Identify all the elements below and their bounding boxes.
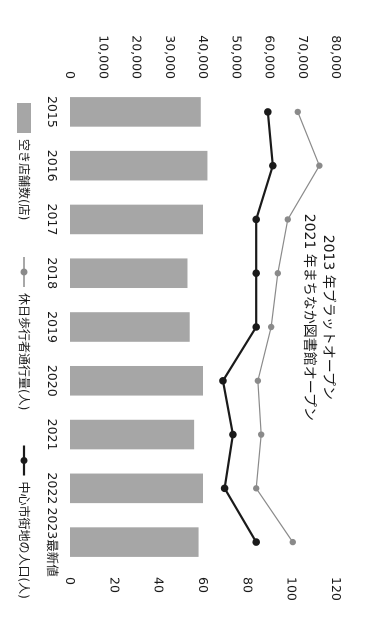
bar-2017 [70,204,203,235]
left-axis-tick: 70,000 [296,35,311,79]
point-series-1-2018 [274,270,282,277]
point-series-2-2023最新値 [252,538,260,546]
bar-2016 [70,150,208,181]
right-axis-tick: 80 [240,577,255,593]
point-series-2-2018 [252,269,260,278]
left-axis-tick: 50,000 [229,35,244,79]
point-series-1-2023最新値 [289,538,296,546]
annotation-2: 2021 年まちなか図書館オープン [301,214,318,421]
point-series-1-2015 [294,108,301,116]
x-tick-label: 2019 [45,311,60,343]
left-axis-tick: 80,000 [329,35,344,79]
x-tick-label: 2018 [45,257,60,289]
point-series-1-2016 [316,162,323,169]
x-tick-label: 2022 [45,472,60,504]
right-axis-tick: 20 [107,577,122,593]
legend-swatch-marker [20,268,28,276]
x-tick-label: 2016 [45,150,60,182]
left-axis-tick: 20,000 [130,35,145,79]
point-series-2-2017 [252,215,260,224]
right-axis-tick: 40 [152,577,167,593]
right-axis-tick: 0 [63,577,78,585]
right-axis-tick: 60 [196,577,211,593]
right-axis-tick: 120 [329,577,344,601]
point-series-1-2019 [267,323,275,331]
left-axis-tick: 0 [63,71,78,79]
line-series-2 [221,111,274,543]
point-series-2-2015 [264,108,272,116]
right-axis-tick: 100 [285,577,300,601]
point-series-1-2017 [284,216,291,223]
point-series-1-2020 [254,377,262,384]
point-series-2-2021 [229,430,237,439]
legend-swatch-marker [20,457,28,464]
point-series-1-2022 [252,485,260,492]
bar-2019 [70,312,190,342]
bar-2015 [70,97,201,127]
bar-2023最新値 [70,527,199,557]
legend-label-2: 休日歩行者通行量(人) [17,293,32,410]
point-series-2-2020 [219,376,227,385]
x-tick-label: 2021 [45,419,60,451]
point-series-1-2021 [257,431,265,438]
legend-swatch-bar [17,103,31,133]
legend-label-3: 中心市街地の人口(人) [17,482,32,599]
bar-2020 [70,365,203,396]
left-axis-tick: 60,000 [263,35,278,79]
x-tick-label: 2023最新値 [45,507,60,576]
x-tick-label: 2015 [45,96,60,128]
bar-2022 [70,473,203,504]
legend-label-1: 空き店舗数(店) [17,139,32,220]
point-series-2-2016 [269,161,277,170]
bar-2021 [70,419,195,450]
point-series-2-2022 [220,484,229,493]
annotation-1: 2013 年ブラットオープン [320,235,337,400]
left-axis-tick: 10,000 [96,35,111,79]
left-axis-tick: 40,000 [196,35,211,79]
left-axis-tick: 30,000 [163,35,178,79]
rotated-plot: 2015 2016 2017 2018 2019 2020 2021 2022 2023最新値 8… [17,35,344,601]
x-tick-label: 2020 [45,365,60,397]
point-series-2-2019 [252,323,260,331]
x-tick-label: 2017 [45,204,60,236]
bar-2018 [70,258,188,289]
